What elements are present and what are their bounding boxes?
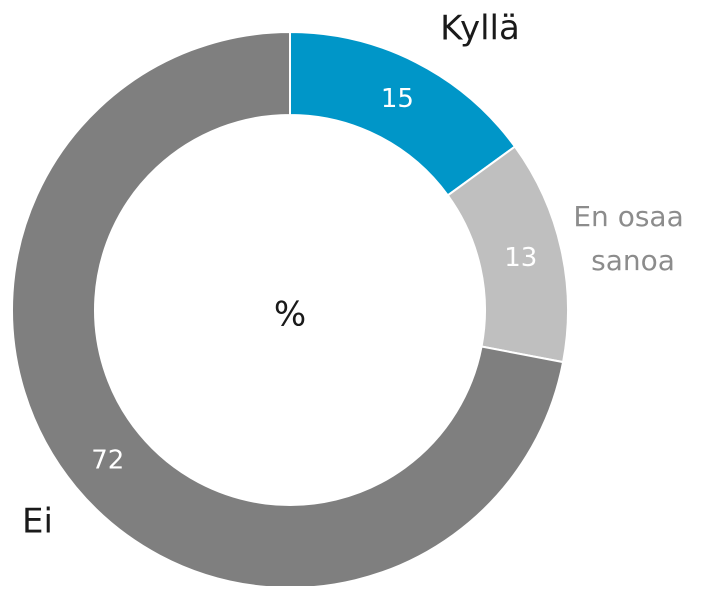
center-label: % xyxy=(274,295,306,335)
value-label: 13 xyxy=(504,243,537,273)
category-label: En osaa sanoa xyxy=(573,200,692,277)
category-label: Ei xyxy=(22,502,53,542)
value-label: 15 xyxy=(381,84,414,114)
value-label: 72 xyxy=(91,445,124,475)
category-label: Kyllä xyxy=(440,9,520,49)
